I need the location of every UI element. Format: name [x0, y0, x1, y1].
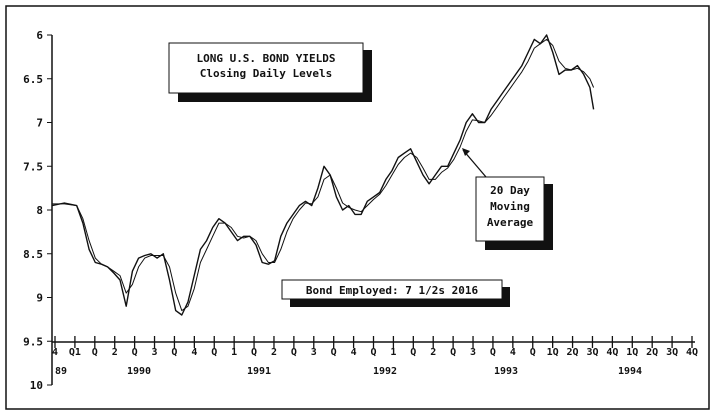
bond-employed-box: Bond Employed: 7 1/2s 2016 — [281, 279, 510, 307]
x-tick-label: Q — [211, 347, 217, 358]
annotation-line-1: 20 Day — [490, 184, 530, 197]
title-box: LONG U.S. BOND YIELDS Closing Daily Leve… — [168, 42, 372, 102]
x-tick-label: 1 — [390, 347, 396, 358]
x-tick-label: 2 — [271, 347, 277, 358]
x-tick-label: 1 — [231, 347, 237, 358]
x-tick-label: 3Q — [666, 347, 678, 358]
y-tick-label: 10 — [30, 379, 43, 392]
year-label: 1990 — [127, 366, 151, 377]
x-tick-label: 4 — [510, 347, 516, 358]
y-tick-label: 6 — [36, 29, 43, 42]
x-tick-label: 2Q — [646, 347, 658, 358]
x-tick-label: 2Q — [567, 347, 579, 358]
annotation-arrow — [462, 149, 487, 178]
annotation-arrowhead — [462, 148, 470, 156]
x-tick-label: 4 — [351, 347, 357, 358]
x-tick-label: 3Q — [586, 347, 598, 358]
x-tick-label: Q — [410, 347, 416, 358]
annotation-line-2: Moving — [490, 200, 530, 213]
year-label: 1992 — [373, 366, 397, 377]
y-axis-ticks: 6 6.5 7 7.5 8 8.5 9 9.5 10 — [23, 29, 52, 392]
x-tick-label: Q — [92, 347, 98, 358]
frame — [5, 5, 710, 410]
year-label: 1991 — [247, 366, 271, 377]
series-layer — [51, 34, 595, 316]
bond-employed-label: Bond Employed: 7 1/2s 2016 — [306, 284, 479, 297]
year-label: 89 — [55, 366, 67, 377]
x-tick-label: 4 — [191, 347, 197, 358]
x-tick-label: 2 — [430, 347, 436, 358]
x-tick-label: 1Q — [626, 347, 638, 358]
y-tick-label: 6.5 — [23, 73, 43, 86]
x-tick-label: Q1 — [69, 347, 81, 358]
year-label: 1994 — [618, 366, 642, 377]
moving-average-line — [52, 38, 595, 312]
y-tick-label: 7.5 — [23, 160, 43, 173]
moving-average-annotation: 20 Day Moving Average — [462, 148, 553, 250]
annotation-line-3: Average — [487, 216, 534, 229]
x-tick-label: Q — [450, 347, 456, 358]
x-tick-label: 2 — [112, 347, 118, 358]
y-tick-label: 9 — [36, 292, 43, 305]
x-tick-label: Q — [132, 347, 138, 358]
x-tick-label: Q — [530, 347, 536, 358]
x-tick-label: 4Q — [686, 347, 698, 358]
x-tick-label: 3 — [152, 347, 158, 358]
y-tick-label: 8.5 — [23, 248, 43, 261]
chart-title: LONG U.S. BOND YIELDS — [196, 52, 335, 65]
x-tick-label: Q — [370, 347, 376, 358]
x-tick-label: Q — [490, 347, 496, 358]
x-tick-label: Q — [331, 347, 337, 358]
x-tick-label: 3 — [311, 347, 317, 358]
x-tick-label: 3 — [470, 347, 476, 358]
x-tick-label: 1Q — [547, 347, 559, 358]
x-axis-ticks: 4 Q1 Q 2 Q 3 Q 4 Q 1 Q 2 Q 3 Q 4 Q 1 Q 2 Q 3 Q 4 Q 1Q 2Q 3Q 4Q 1Q 2Q 3Q… — [52, 336, 698, 377]
x-tick-label: 4Q — [606, 347, 618, 358]
year-label: 1993 — [494, 366, 518, 377]
chart-subtitle: Closing Daily Levels — [200, 67, 332, 80]
x-tick-label: 4 — [52, 347, 58, 358]
x-tick-label: Q — [251, 347, 257, 358]
y-tick-label: 7 — [36, 117, 43, 130]
x-tick-label: Q — [171, 347, 177, 358]
x-tick-label: Q — [291, 347, 297, 358]
y-tick-label: 9.5 — [23, 335, 43, 348]
y-tick-label: 8 — [36, 204, 43, 217]
